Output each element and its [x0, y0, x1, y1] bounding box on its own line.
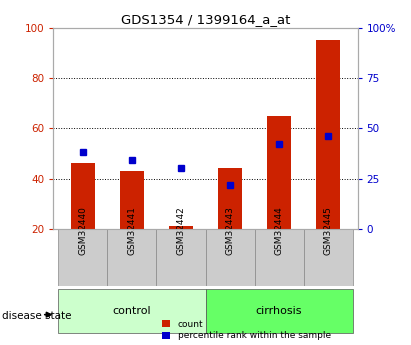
Text: control: control	[113, 306, 151, 316]
Text: GSM32444: GSM32444	[275, 206, 284, 255]
Text: GSM32442: GSM32442	[176, 206, 185, 255]
Text: GSM32443: GSM32443	[226, 206, 235, 255]
Bar	[58, 229, 107, 286]
Text: disease state: disease state	[2, 311, 72, 321]
Bar	[267, 116, 291, 229]
Bar	[120, 171, 144, 229]
Text: cirrhosis: cirrhosis	[256, 306, 302, 316]
Text: GSM32440: GSM32440	[79, 206, 88, 255]
Title: GDS1354 / 1399164_a_at: GDS1354 / 1399164_a_at	[121, 13, 290, 27]
Bar	[157, 229, 206, 286]
Bar	[58, 289, 206, 333]
Text: GSM32441: GSM32441	[127, 206, 136, 255]
Bar	[316, 40, 340, 229]
Bar	[169, 226, 193, 229]
Bar	[206, 229, 254, 286]
Bar	[107, 229, 157, 286]
Bar	[71, 164, 95, 229]
Text: GSM32445: GSM32445	[323, 206, 332, 255]
Bar	[206, 289, 353, 333]
Bar	[254, 229, 304, 286]
Bar	[304, 229, 353, 286]
Bar	[218, 168, 242, 229]
Legend: count, percentile rank within the sample: count, percentile rank within the sample	[162, 320, 331, 341]
